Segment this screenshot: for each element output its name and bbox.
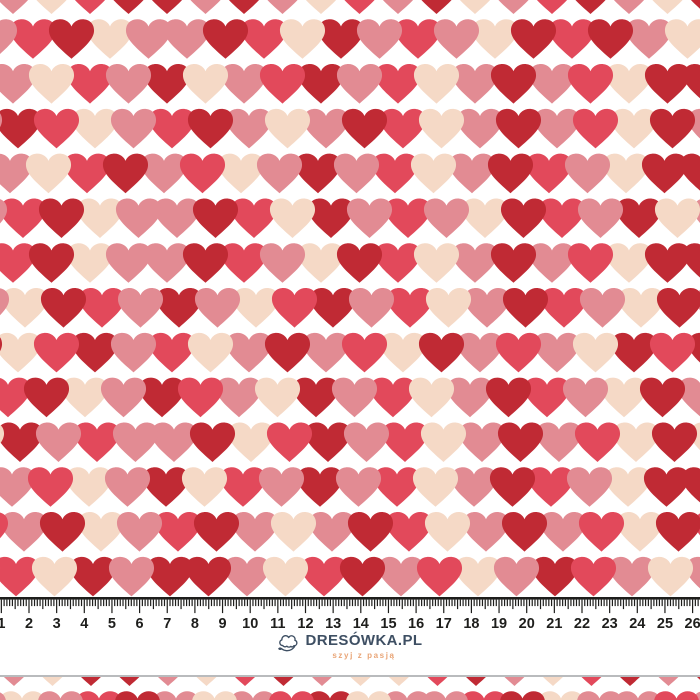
ruler-band: 1 2 3 4 5 6 7 8 9 10 11 12 13 14 15 16 17 18 19 20 21 22 23 24 2… (0, 597, 700, 675)
svg-text:9: 9 (219, 616, 227, 632)
svg-text:13: 13 (325, 616, 341, 632)
brand-tagline: szyj z pasją (332, 651, 396, 660)
svg-text:12: 12 (297, 616, 313, 632)
svg-text:7: 7 (163, 616, 171, 632)
svg-text:4: 4 (80, 616, 88, 632)
brand-name: DRESÓWKA.PL (305, 632, 423, 649)
svg-text:15: 15 (380, 616, 396, 632)
svg-text:5: 5 (108, 616, 116, 632)
svg-text:10: 10 (242, 616, 258, 632)
brand-logo: DRESÓWKA.PL szyj z pasją (0, 632, 700, 661)
svg-text:11: 11 (270, 616, 285, 632)
ruler-scale: 1 2 3 4 5 6 7 8 9 10 11 12 13 14 15 16 17 18 19 20 21 22 23 24 2… (0, 597, 700, 632)
svg-text:23: 23 (602, 616, 618, 632)
svg-text:18: 18 (463, 616, 479, 632)
svg-text:20: 20 (519, 616, 535, 632)
svg-text:16: 16 (408, 616, 424, 632)
band-divider (0, 675, 700, 677)
svg-text:14: 14 (353, 616, 369, 632)
svg-text:17: 17 (436, 616, 452, 632)
svg-text:26: 26 (685, 616, 700, 632)
svg-text:8: 8 (191, 616, 199, 632)
svg-text:19: 19 (491, 616, 507, 632)
svg-text:24: 24 (629, 616, 645, 632)
svg-text:2: 2 (25, 616, 33, 632)
svg-text:25: 25 (657, 616, 673, 632)
svg-text:21: 21 (546, 616, 562, 632)
svg-text:1: 1 (0, 616, 5, 632)
svg-text:3: 3 (53, 616, 61, 632)
svg-text:6: 6 (136, 616, 144, 632)
cotton-boll-icon (277, 635, 298, 652)
svg-text:22: 22 (574, 616, 590, 632)
